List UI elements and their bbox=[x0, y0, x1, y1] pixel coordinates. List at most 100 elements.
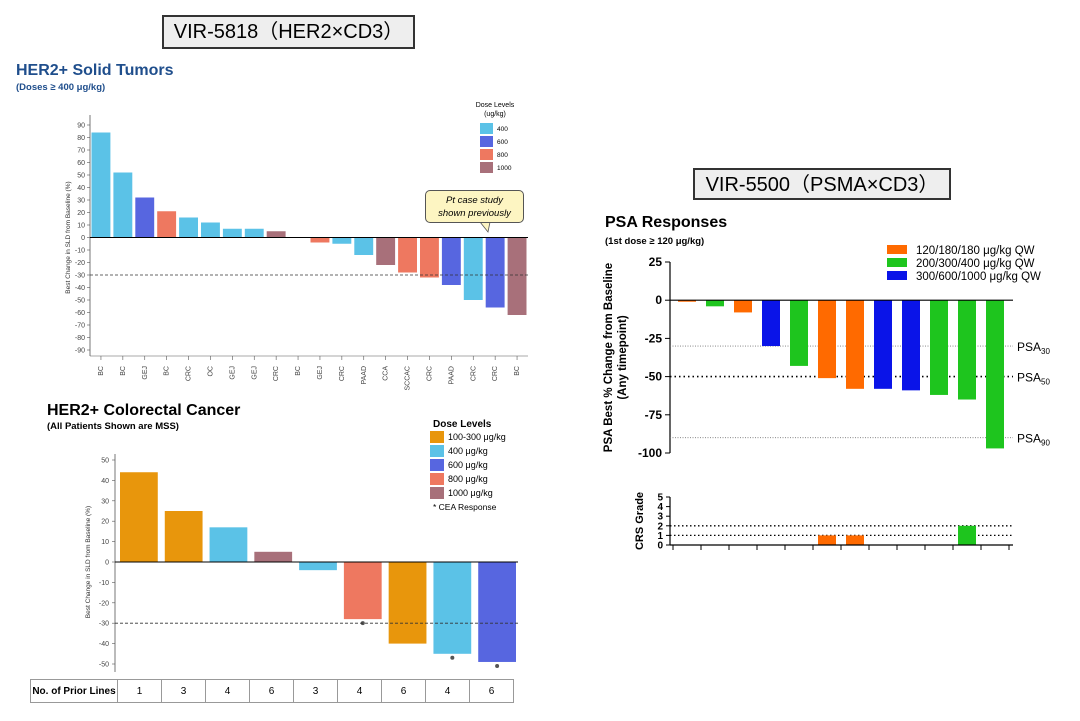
y-axis-subtitle: (Any timepoint) bbox=[617, 315, 629, 399]
x-tick-label: BC bbox=[295, 366, 302, 376]
bar bbox=[790, 300, 808, 366]
legend-swatch bbox=[887, 245, 907, 254]
bar bbox=[398, 237, 417, 273]
x-tick-label: PAAD bbox=[361, 366, 368, 385]
psa-threshold-label: PSA90 bbox=[1017, 432, 1050, 448]
psa-threshold-subscript: 30 bbox=[1041, 347, 1050, 356]
bar bbox=[222, 228, 242, 238]
legend-swatch bbox=[430, 431, 444, 443]
prior-lines-cell: 3 bbox=[293, 679, 338, 703]
bar bbox=[986, 300, 1004, 449]
bar bbox=[113, 172, 133, 238]
cea-response-marker bbox=[450, 655, 455, 660]
prior-lines-row: No. of Prior Lines 1 3 4 6 3 4 6 4 6 bbox=[30, 679, 514, 703]
y-tick-label: 80 bbox=[77, 135, 85, 142]
bar bbox=[332, 237, 352, 244]
bar bbox=[310, 237, 330, 243]
bar bbox=[157, 211, 177, 238]
y-tick-label: 3 bbox=[657, 512, 663, 523]
legend-swatch bbox=[430, 487, 444, 499]
vir5818-title: VIR-5818（HER2×CD3） bbox=[162, 15, 415, 49]
her2-solid-subheading: (Doses ≥ 400 μg/kg) bbox=[16, 82, 106, 93]
bar bbox=[179, 217, 198, 238]
bar bbox=[874, 300, 892, 389]
legend-label: 120/180/180 μg/kg QW bbox=[916, 245, 1035, 257]
bar bbox=[354, 237, 374, 255]
bar bbox=[120, 472, 158, 562]
y-tick-label: 20 bbox=[101, 519, 109, 526]
legend-swatch bbox=[430, 459, 444, 471]
bar bbox=[388, 562, 427, 644]
legend-swatch bbox=[430, 473, 444, 485]
bar bbox=[299, 562, 337, 571]
prior-lines-cell: 4 bbox=[205, 679, 250, 703]
bar bbox=[846, 300, 864, 389]
y-tick-label: 50 bbox=[77, 173, 85, 180]
y-tick-label: 0 bbox=[655, 293, 662, 307]
bar bbox=[244, 228, 264, 238]
legend-title: Dose Levels bbox=[433, 419, 492, 430]
bar bbox=[343, 562, 382, 620]
prior-lines-cell: 6 bbox=[381, 679, 426, 703]
prior-lines-cell: 3 bbox=[161, 679, 206, 703]
cea-response-marker bbox=[495, 663, 500, 668]
y-tick-label: 25 bbox=[649, 255, 663, 269]
bar bbox=[507, 237, 527, 315]
legend-swatch bbox=[480, 136, 493, 147]
legend-swatch bbox=[887, 271, 907, 280]
legend-label: 200/300/400 μg/kg QW bbox=[916, 258, 1035, 270]
her2-crc-heading: HER2+ Colorectal Cancer bbox=[47, 402, 241, 419]
legend-label: 1000 μg/kg bbox=[448, 488, 493, 498]
y-tick-label: 4 bbox=[657, 502, 663, 513]
bar bbox=[164, 511, 203, 562]
y-tick-label: 40 bbox=[77, 185, 85, 192]
y-tick-label: 30 bbox=[101, 498, 109, 505]
y-tick-label: 40 bbox=[101, 478, 109, 485]
y-tick-label: 2 bbox=[657, 521, 663, 532]
bar bbox=[706, 300, 724, 307]
legend-subtitle: (ug/kg) bbox=[484, 111, 506, 118]
y-tick-label: -50 bbox=[645, 370, 663, 384]
psa-threshold-label: PSA30 bbox=[1017, 340, 1050, 356]
y-tick-label: 60 bbox=[77, 160, 85, 167]
bar bbox=[91, 132, 111, 238]
legend-note: * CEA Response bbox=[433, 502, 497, 512]
psa-threshold-label: PSA50 bbox=[1017, 371, 1050, 387]
bar bbox=[463, 237, 483, 300]
y-tick-label: 0 bbox=[105, 560, 109, 567]
bar bbox=[930, 300, 948, 395]
x-tick-label: CRC bbox=[470, 366, 477, 381]
prior-lines-cell: 6 bbox=[249, 679, 294, 703]
x-tick-label: OC bbox=[207, 366, 214, 377]
y-tick-label: 1 bbox=[657, 531, 663, 542]
y-tick-label: 5 bbox=[657, 493, 663, 504]
y-tick-label: 20 bbox=[77, 210, 85, 217]
y-tick-label: -40 bbox=[99, 641, 109, 648]
legend-label: 800 bbox=[497, 152, 508, 159]
legend-swatch bbox=[480, 149, 493, 160]
psa-threshold-subscript: 90 bbox=[1041, 439, 1050, 448]
prior-lines-cell: 1 bbox=[117, 679, 162, 703]
prior-lines-cell: 4 bbox=[337, 679, 382, 703]
legend-label: 1000 bbox=[497, 165, 512, 172]
y-tick-label: -70 bbox=[75, 323, 85, 330]
y-tick-label: 90 bbox=[77, 123, 85, 130]
bar bbox=[266, 231, 286, 238]
y-tick-label: 30 bbox=[77, 198, 85, 205]
bar bbox=[678, 300, 696, 302]
bar bbox=[958, 525, 976, 545]
bar bbox=[376, 237, 396, 265]
psa-threshold-subscript: 50 bbox=[1041, 378, 1050, 387]
y-tick-label: -20 bbox=[75, 260, 85, 267]
y-tick-label: -50 bbox=[99, 662, 109, 669]
x-tick-label: BC bbox=[164, 366, 171, 376]
y-tick-label: 0 bbox=[657, 541, 663, 552]
y-tick-label: -10 bbox=[75, 248, 85, 255]
bar bbox=[734, 300, 752, 313]
bar bbox=[958, 300, 976, 400]
psa-heading: PSA Responses bbox=[605, 214, 728, 231]
y-tick-label: -20 bbox=[99, 600, 109, 607]
x-tick-label: CRC bbox=[339, 366, 346, 381]
x-tick-label: BC bbox=[514, 366, 521, 376]
